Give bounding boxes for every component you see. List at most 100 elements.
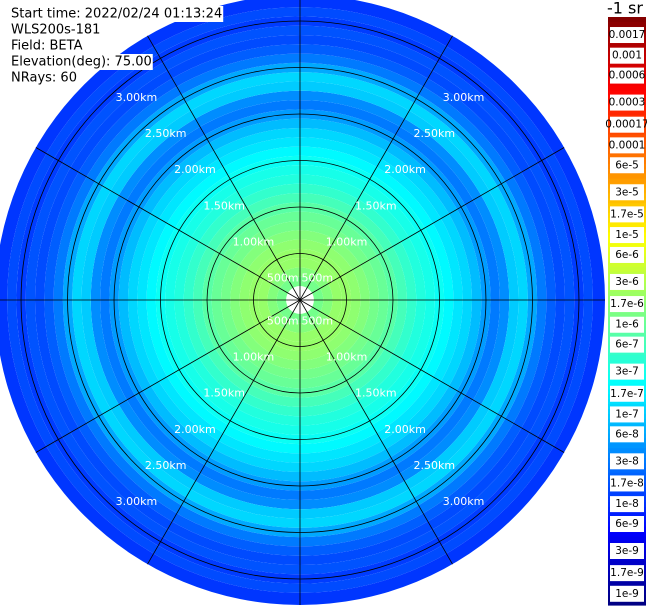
range-label: 2.00km [174, 163, 216, 176]
colorbar-segment [608, 536, 646, 542]
colorbar-segment [608, 467, 646, 474]
colorbar-tick-label: 1.7e-7 [610, 388, 644, 400]
colorbar-segment [608, 61, 646, 67]
colorbar-tick-box [610, 94, 644, 111]
colorbar-tick-box [610, 363, 644, 380]
colorbar-tick-box [610, 496, 644, 513]
colorbar-tick-box [610, 27, 644, 44]
header-line: NRays: 60 [11, 71, 77, 86]
colorbar-segment [608, 360, 646, 366]
colorbar-tick-box [610, 453, 644, 470]
colorbar-segment [608, 154, 646, 160]
range-label: 1.50km [355, 387, 397, 400]
colorbar-segment [608, 379, 646, 386]
colorbar-label: -1 sr [607, 0, 643, 18]
colorbar-segment [608, 355, 646, 361]
colorbar-tick-label: 6e-8 [615, 428, 639, 440]
azimuth-spoke [147, 35, 301, 301]
colorbar-tick-label: 1e-5 [615, 229, 639, 241]
colorbar-tick-box [610, 67, 644, 84]
range-label: 2.50km [414, 127, 456, 140]
header-bg [9, 38, 84, 54]
range-gate-ring [276, 276, 324, 324]
range-label: 3.00km [116, 495, 158, 508]
colorbar-segment [608, 580, 646, 586]
colorbar-segment [608, 173, 646, 180]
colorbar-tick-box [610, 406, 644, 423]
colorbar-tick-box [610, 296, 644, 313]
header-bg [9, 54, 153, 70]
colorbar-tick-box [610, 385, 644, 402]
colorbar-tick-label: 1e-8 [615, 498, 639, 510]
colorbar-tick-label: 0.0003 [609, 97, 646, 109]
colorbar-segment [608, 262, 646, 268]
colorbar-tick-label: 0.0017 [609, 29, 646, 41]
range-label: 500m [267, 314, 299, 327]
range-label: 1.00km [233, 350, 275, 363]
colorbar-tick-label: 0.001 [612, 50, 642, 62]
colorbar-tick-label: 6e-5 [615, 159, 639, 171]
range-label: 3.00km [443, 495, 485, 508]
colorbar-tick-label: 0.0006 [609, 70, 646, 82]
range-label: 2.50km [145, 127, 187, 140]
colorbar-segment [608, 399, 646, 405]
azimuth-spoke [299, 35, 453, 301]
colorbar-tick-box [610, 336, 644, 353]
colorbar-segment [608, 41, 646, 47]
colorbar-segment [608, 266, 646, 273]
colorbar-tick-box [610, 184, 644, 201]
range-label: 1.00km [326, 350, 368, 363]
colorbar-segment [608, 203, 646, 209]
range-label: 2.50km [145, 459, 187, 472]
colorbar-tick-label: 1e-6 [615, 319, 639, 331]
colorbar-tick-box [610, 316, 644, 333]
colorbar-tick-box [610, 47, 644, 64]
header-line: WLS200s-181 [11, 23, 100, 38]
colorbar-segment [608, 242, 646, 248]
colorbar-tick-box [610, 273, 644, 290]
range-label: 2.50km [414, 459, 456, 472]
colorbar-tick-label: 3e-8 [615, 455, 639, 467]
colorbar-tick-label: 1.7e-5 [610, 208, 644, 220]
range-label: 2.00km [174, 423, 216, 436]
colorbar-segment [608, 178, 646, 185]
colorbar-segment [608, 492, 646, 498]
header-bg [9, 70, 78, 86]
range-label: 1.50km [203, 387, 245, 400]
range-label: 3.00km [443, 91, 485, 104]
colorbar-segment [608, 531, 646, 537]
range-label: 1.50km [203, 199, 245, 212]
polar-plot: 500m 1.00km 1.50km 2.00km 2.50km 3.00km 500m 1.… [0, 0, 605, 605]
colorbar-segment [608, 291, 646, 297]
colorbar-tick-box [610, 116, 644, 133]
range-label: 3.00km [116, 91, 158, 104]
azimuth-spoke [35, 299, 301, 453]
header-line: Start time: 2022/02/24 01:13:24 [11, 7, 222, 22]
colorbar-segment [608, 134, 646, 141]
colorbar-tick-label: 1.7e-8 [610, 477, 644, 489]
colorbar-segment [608, 222, 646, 229]
range-label: 500m [301, 272, 333, 285]
colorbar-segment [608, 85, 646, 92]
colorbar-segment [608, 330, 646, 337]
azimuth-spoke [147, 299, 301, 565]
colorbar-tick-label: 6e-6 [615, 249, 639, 261]
azimuth-spoke [299, 147, 565, 301]
colorbar-segment [608, 511, 646, 518]
azimuth-spoke [299, 299, 565, 453]
colorbar-tick-label: 1e-9 [615, 588, 639, 600]
colorbar-segment [608, 198, 646, 204]
colorbar-tick-label: 3e-9 [615, 545, 639, 557]
colorbar-tick-label: 6e-7 [615, 339, 639, 351]
header-line: Field: BETA [11, 39, 83, 54]
range-label: 500m [267, 272, 299, 285]
range-label: 2.00km [384, 423, 426, 436]
colorbar-tick-label: 1.7e-9 [610, 567, 644, 579]
colorbar-tick-box [610, 246, 644, 263]
range-label: 2.00km [384, 163, 426, 176]
header-bg [9, 22, 102, 38]
range-label: 1.00km [326, 236, 368, 249]
colorbar-tick-label: 3e-5 [615, 186, 639, 198]
colorbar-tick-label: 1e-7 [615, 408, 639, 420]
colorbar-tick-box [610, 475, 644, 492]
